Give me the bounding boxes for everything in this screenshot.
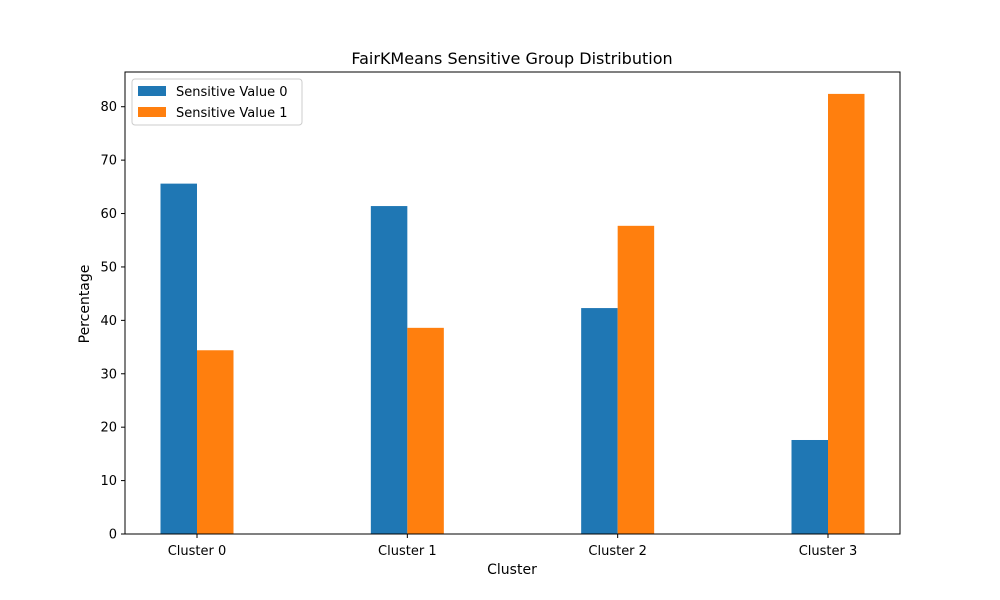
y-tick-label: 30 <box>100 367 117 382</box>
bar-sensitive-1-cluster-0 <box>197 350 234 534</box>
y-tick-label: 10 <box>100 474 117 489</box>
x-tick-label: Cluster 3 <box>799 544 858 559</box>
legend: Sensitive Value 0 Sensitive Value 1 <box>131 78 303 126</box>
y-tick-label: 50 <box>100 260 117 275</box>
bar-sensitive-1-cluster-1 <box>407 327 444 534</box>
plot-frame <box>124 71 901 535</box>
legend-swatch <box>138 107 166 117</box>
y-tick-label: 40 <box>100 314 117 329</box>
y-axis-label: Percentage <box>77 265 93 344</box>
bars-layer <box>160 93 865 535</box>
bar-sensitive-0-cluster-1 <box>370 206 408 534</box>
x-axis: Cluster 0 Cluster 1 Cluster 2 Cluster 3 <box>168 534 858 559</box>
x-tick-label: Cluster 0 <box>168 544 227 559</box>
y-tick-label: 60 <box>100 207 117 222</box>
y-tick-label: 70 <box>100 154 117 169</box>
chart-title: FairKMeans Sensitive Group Distribution <box>351 49 672 68</box>
x-tick-label: Cluster 2 <box>588 544 647 559</box>
y-axis: 0 10 20 30 40 50 60 70 80 <box>100 100 125 543</box>
legend-box <box>131 78 303 126</box>
legend-label: Sensitive Value 1 <box>176 106 288 121</box>
bar-sensitive-0-cluster-0 <box>160 183 197 534</box>
x-tick-label: Cluster 1 <box>378 544 437 559</box>
y-tick-label: 20 <box>100 421 117 436</box>
bar-sensitive-1-cluster-2 <box>617 225 655 534</box>
bar-sensitive-0-cluster-3 <box>791 439 828 534</box>
x-axis-label: Cluster <box>487 562 537 578</box>
legend-swatch <box>138 86 166 96</box>
y-tick-label: 80 <box>100 100 117 115</box>
bar-sensitive-0-cluster-2 <box>581 308 618 534</box>
bar-sensitive-1-cluster-3 <box>828 93 865 535</box>
y-tick-label: 0 <box>109 528 117 543</box>
legend-label: Sensitive Value 0 <box>176 85 288 100</box>
